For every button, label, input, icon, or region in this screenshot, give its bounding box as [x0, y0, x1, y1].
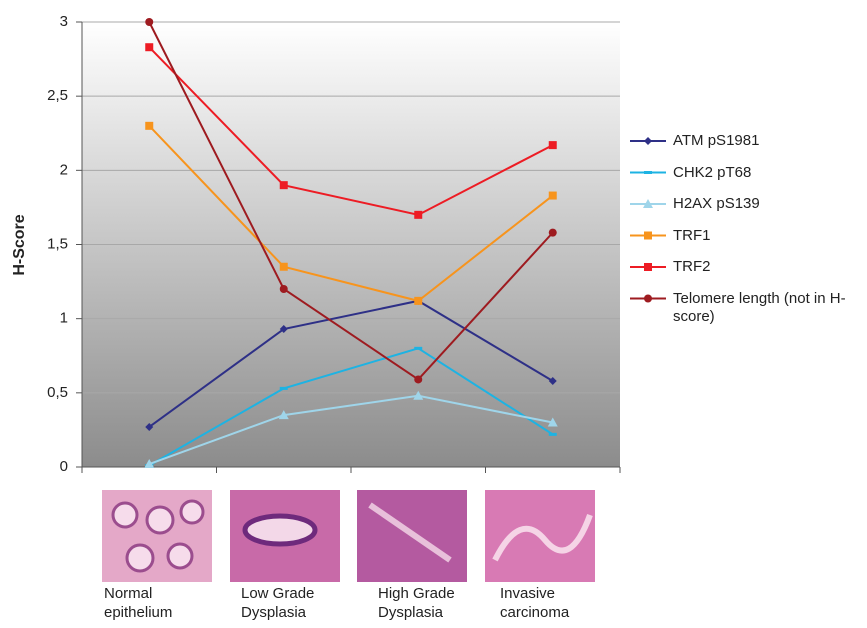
category-label: Invasive carcinoma [500, 584, 620, 622]
legend-label: CHK2 pT68 [673, 164, 867, 182]
marker [280, 263, 288, 271]
category-label: High Grade Dysplasia [378, 584, 498, 622]
y-tick-label: 1,5 [47, 235, 68, 252]
marker [414, 375, 422, 383]
y-tick-label: 0,5 [47, 384, 68, 401]
marker [644, 232, 652, 240]
y-tick-label: 0 [60, 458, 68, 475]
marker [549, 229, 557, 237]
legend-label: Telomere length (not in H-score) [673, 290, 867, 326]
marker [280, 181, 288, 189]
y-tick-label: 3 [60, 13, 68, 30]
y-tick-label: 2,5 [47, 87, 68, 104]
category-label: Normal epithelium [104, 584, 224, 622]
marker [280, 387, 288, 390]
marker [145, 122, 153, 130]
legend-label: TRF1 [673, 227, 867, 245]
marker [549, 192, 557, 200]
marker [414, 211, 422, 219]
page: H-Score 00,511,522,53 Normal epithelium … [0, 0, 867, 628]
category-label: Low Grade Dysplasia [241, 584, 361, 622]
marker [549, 141, 557, 149]
y-tick-label: 2 [60, 161, 68, 178]
marker [145, 43, 153, 51]
histology-images [102, 490, 595, 582]
marker [414, 297, 422, 305]
marker [644, 171, 652, 174]
marker [414, 347, 422, 350]
y-tick-label: 1 [60, 310, 68, 327]
y-axis-title: H-Score [11, 214, 28, 275]
marker [549, 433, 557, 436]
legend-label: ATM pS1981 [673, 132, 867, 150]
legend-label: TRF2 [673, 258, 867, 276]
marker [280, 285, 288, 293]
marker [644, 137, 652, 145]
marker [145, 18, 153, 26]
marker [644, 263, 652, 271]
marker [644, 295, 652, 303]
legend-label: H2AX pS139 [673, 195, 867, 213]
